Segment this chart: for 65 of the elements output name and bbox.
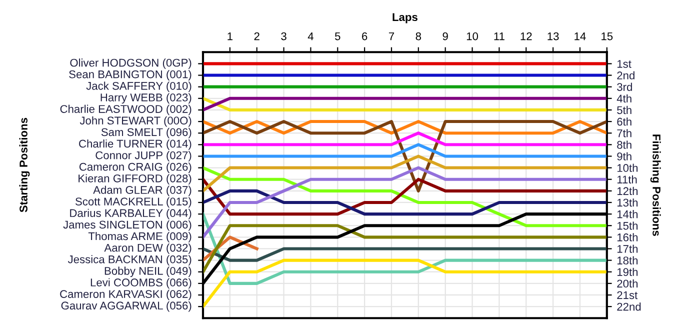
line-series <box>203 166 607 239</box>
y2-tick-label: 22nd <box>617 302 641 311</box>
text: Cameron KARVASKI (062) <box>60 290 192 300</box>
text: Thomas ARME (009) <box>88 232 192 242</box>
y2-tick-label: 7th <box>617 129 632 138</box>
y2-tick-label: 13th <box>617 198 638 207</box>
y2-axis-title: Finishing Positions <box>650 134 661 236</box>
text: Cameron CRAIG (026) <box>79 162 192 173</box>
y2-tick-label: 15th <box>617 222 638 230</box>
y2-tick-label: 10th <box>617 164 638 172</box>
line-series <box>203 166 607 228</box>
y2-tick-label: 4th <box>616 94 632 103</box>
y2-tick-label: 17th <box>617 244 638 253</box>
text: Sam SMELT (096) <box>101 128 192 138</box>
text: Sean BABINGTON (001) <box>69 70 192 80</box>
x-tick-label: 1 <box>228 32 232 40</box>
text: Bobby NEIL (049) <box>104 266 192 278</box>
y2-tick-label: 5th <box>617 106 632 114</box>
x-tick-label: 10 <box>466 32 478 40</box>
x-tick-label: 7 <box>388 32 394 40</box>
text: Aaron DEW (032) <box>104 244 192 254</box>
text: Jessica BACKMAN (035) <box>68 255 192 266</box>
x-tick-label: 14 <box>574 32 586 40</box>
text: Adam GLEAR (037) <box>93 186 192 196</box>
x-tick-label: 15 <box>602 32 613 40</box>
text: James SINGLETON (006) <box>63 220 192 231</box>
text: Kieran GIFFORD (028) <box>78 174 192 185</box>
line-series <box>203 178 607 216</box>
x-tick-label: 12 <box>520 32 532 40</box>
text: Gaurav AGGARWAL (056) <box>61 301 192 312</box>
y2-tick-label: 12th <box>617 186 638 196</box>
text: Charlie EASTWOOD (002) <box>60 104 192 116</box>
text: Starting Positions <box>19 118 30 212</box>
y2-tick-label: 9th <box>617 152 632 160</box>
y2-tick-label: 20th <box>617 279 638 288</box>
y2-tick-label: 19th <box>617 268 638 276</box>
text: Oliver HODGSON (0GP) <box>70 58 192 69</box>
y2-tick-label: 11th <box>617 175 637 184</box>
x-tick-label: 2 <box>254 32 260 40</box>
y2-tick-label: 3rd <box>617 82 632 91</box>
text: Levi COOMBS (066) <box>90 278 192 289</box>
y2-tick-label: 6th <box>617 118 632 126</box>
text: Darius KARBALEY (044) <box>70 208 192 220</box>
x-tick-label: 13 <box>548 32 559 40</box>
text: Scott MACKRELL (015) <box>75 197 192 208</box>
x-tick-label: 4 <box>308 32 314 40</box>
x-tick-label: 5 <box>334 32 340 40</box>
text: John STEWART (00O) <box>80 116 192 127</box>
y2-tick-label: 14th <box>617 210 638 218</box>
text: Jack SAFFERY (010) <box>86 82 192 92</box>
y2-tick-label: 21st <box>617 291 638 300</box>
x-tick-label: 8 <box>416 32 422 40</box>
y2-tick-label: 2nd <box>617 71 634 80</box>
x-tick-label: 9 <box>442 32 448 40</box>
y2-tick-label: 8th <box>617 140 632 149</box>
text: Harry WEBB (023) <box>100 93 192 104</box>
text: Charlie TURNER (014) <box>79 139 192 150</box>
y2-tick-label: 1st <box>617 60 632 68</box>
x-axis-title: Laps <box>392 13 418 24</box>
y2-tick-label: 18th <box>617 256 638 264</box>
x-tick-label: 11 <box>494 32 504 40</box>
y2-tick-label: 16th <box>617 233 638 242</box>
x-tick-label: 3 <box>281 32 286 40</box>
text: Connor JUPP (027) <box>96 151 192 162</box>
x-tick-label: 6 <box>362 32 368 40</box>
